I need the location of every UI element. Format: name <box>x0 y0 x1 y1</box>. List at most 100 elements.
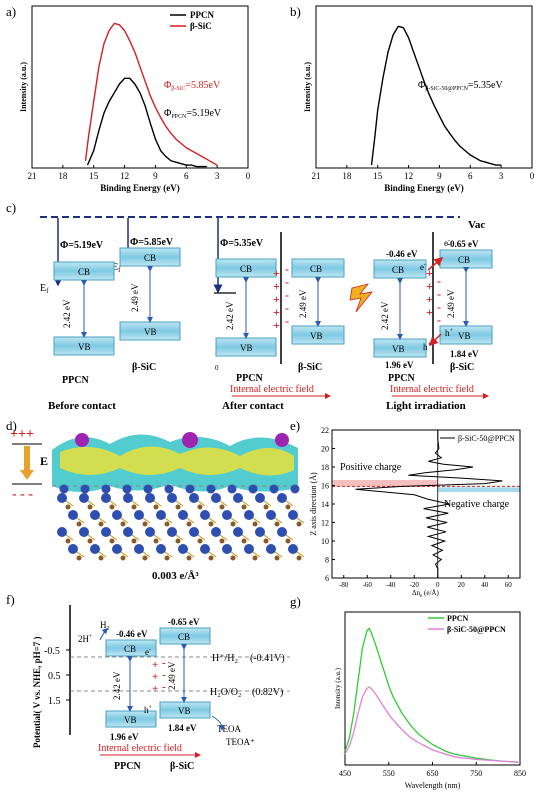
atom-si <box>244 510 254 520</box>
vb-label: VB <box>310 331 323 341</box>
atom-c <box>208 521 214 527</box>
atom-si <box>244 544 254 554</box>
x-tick-label: 6 <box>468 171 473 181</box>
2h-label: 2H+ <box>78 634 93 644</box>
atom-c <box>230 521 236 527</box>
h2o-value: (0.82V) <box>252 687 283 698</box>
y-axis-label: Intensity (a.u.) <box>334 667 342 709</box>
minus-charge: - <box>437 287 441 301</box>
sic-label: β-SiC <box>170 761 194 772</box>
cb-label: CB <box>144 253 156 263</box>
atom-c <box>285 504 291 510</box>
atom-c <box>98 521 104 527</box>
small-zero: 0 <box>215 364 219 372</box>
hole-label-sic: h+ <box>445 328 454 338</box>
atom-si <box>167 527 177 537</box>
charge-cloud-yellow <box>60 446 294 476</box>
chart-g: 450 550 650 750 850 Wavelength (nm) Intensity … <box>334 611 526 790</box>
panel-label-b: b) <box>290 4 301 19</box>
x-tick-label: 6 <box>184 171 189 181</box>
atom-c <box>76 555 82 561</box>
minus-charge: - <box>437 274 441 288</box>
tick-label: 1.5 <box>48 696 61 707</box>
tick-label: 0.5 <box>48 671 61 682</box>
atom-c <box>252 521 258 527</box>
atom-si <box>156 544 166 554</box>
x-tick-label: 21 <box>28 171 37 181</box>
plus-charge: + <box>273 279 280 293</box>
vb-label: VB <box>78 342 91 352</box>
phi-after-label: Φ=5.35eV <box>220 238 264 249</box>
plus-charge: + <box>273 305 280 319</box>
x-tick-label: -80 <box>339 581 349 589</box>
atom-si <box>290 484 300 494</box>
minus-charge: - <box>285 288 289 302</box>
reduction-arrow <box>99 627 109 641</box>
lightning-icon <box>349 283 373 313</box>
ief-label: Internal electric field <box>98 743 182 754</box>
atom-c <box>296 555 302 561</box>
atom-c <box>175 504 181 510</box>
y-tick-label: 18 <box>321 463 329 472</box>
atom-c <box>186 521 192 527</box>
cb-sic-energy: -0.65 eV <box>447 239 479 249</box>
light-irradiation-label: Light irradiation <box>386 400 466 412</box>
y-axis-label: Intensity (a.u.) <box>303 62 312 112</box>
cb-ppcn-energy: -0.46 eV <box>116 629 148 639</box>
minus-charge: - <box>162 657 166 669</box>
plus-charge: + <box>426 305 433 319</box>
gap-sic: 2.49 eV <box>446 289 456 318</box>
cb-label: CB <box>178 632 190 642</box>
atom-si <box>178 544 188 554</box>
atom-c <box>219 504 225 510</box>
electron-label: e- <box>420 262 426 272</box>
atom-c <box>164 555 170 561</box>
atom-purple <box>182 432 198 448</box>
x-tick-label: 3 <box>215 171 220 181</box>
atom-c <box>76 521 82 527</box>
x-tick-label: 21 <box>312 171 321 181</box>
atom-c <box>109 504 115 510</box>
atom-c <box>120 521 126 527</box>
vb-sic-energy: 1.84 eV <box>450 349 479 359</box>
plus-charges: + <box>273 266 280 280</box>
phi-annotation: Φβ-SiC=5.85eV <box>164 80 221 92</box>
cb-label: CB <box>240 264 252 274</box>
atom-c <box>252 555 258 561</box>
atom-si <box>80 484 90 494</box>
gap-ppcn: 2.42 eV <box>112 671 122 700</box>
plot-frame <box>315 5 533 169</box>
atom-si <box>200 544 210 554</box>
atom-si <box>222 544 232 554</box>
x-tick-label: 0 <box>436 581 440 589</box>
band-diagram-c: Vac Φ=5.19eV Φ=5.85eV Ef Ef CB VB 2.42 e… <box>40 216 493 412</box>
ef-label-ppcn: Ef <box>40 283 49 295</box>
hh2-label: H⁺/H₂ <box>212 653 238 664</box>
legend-label: β-SiC-50@PPCN <box>447 625 506 634</box>
field-arrow-head <box>20 470 34 480</box>
series-line <box>344 686 521 763</box>
atom-si <box>59 484 69 494</box>
ppcn-label: PPCN <box>114 761 141 772</box>
atom-si <box>57 493 67 503</box>
atom-si <box>233 493 243 503</box>
panel-label-g: g) <box>290 594 301 609</box>
plus-charge: + <box>152 683 158 695</box>
x-tick-label: -20 <box>410 581 420 589</box>
gap-sic: 2.49 eV <box>130 283 140 312</box>
electron-label: e- <box>145 647 151 657</box>
gap-sic: 2.49 eV <box>167 661 177 690</box>
negative-band <box>437 487 520 492</box>
x-tick-label: 12 <box>120 171 129 181</box>
y-tick-label: 10 <box>321 537 329 546</box>
atom-c <box>131 504 137 510</box>
atom-c <box>65 538 71 544</box>
atom-c <box>296 521 302 527</box>
atom-si <box>164 484 174 494</box>
minus-charge: - <box>437 300 441 314</box>
atom-c <box>153 538 159 544</box>
x-tick-label: -40 <box>386 581 396 589</box>
x-tick-label: 9 <box>437 171 442 181</box>
tick-label: -0.5 <box>44 646 60 657</box>
atom-c <box>241 538 247 544</box>
